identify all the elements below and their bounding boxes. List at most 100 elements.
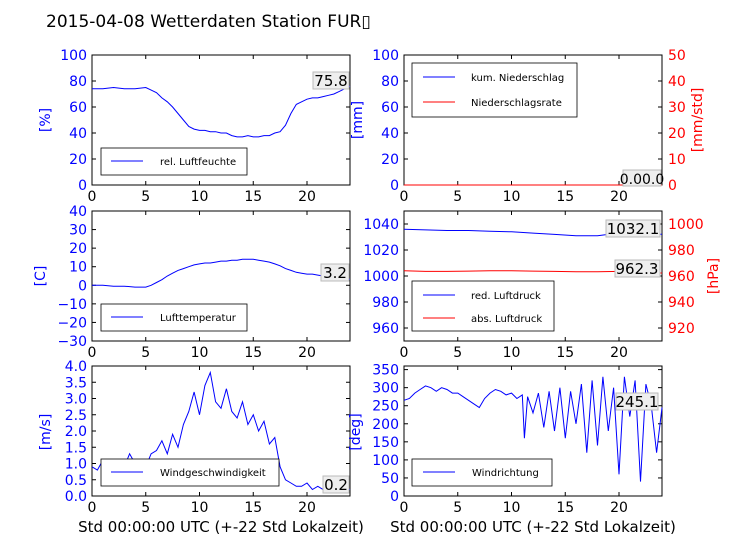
y2-tick-label: 920	[668, 321, 695, 337]
y-tick-label: −10	[57, 297, 87, 313]
x-tick-label: 20	[298, 500, 316, 516]
x-ticks: 0 5 10 15 20	[88, 211, 316, 361]
y-tick-label: 20	[69, 241, 87, 257]
y2-tick-label: 10	[668, 152, 686, 168]
x-tick-label: 5	[453, 500, 462, 516]
y-axis-label: [C]	[33, 266, 49, 287]
y-tick-label: 0.5	[65, 473, 87, 489]
x-ticks: 0 5 10 15 20	[400, 366, 628, 516]
x-tick-label: 20	[610, 500, 628, 516]
y-tick-label: 1020	[363, 243, 399, 259]
readout-value: 0.00.0	[620, 172, 665, 188]
y-tick-label: 0	[78, 278, 87, 294]
readout-value: 1032.1	[607, 220, 660, 238]
x-tick-label: 5	[141, 189, 150, 205]
x-tick-label: 20	[610, 189, 628, 205]
x-tick-label: 0	[400, 500, 409, 516]
legend-box	[411, 280, 555, 332]
y-tick-label: 60	[381, 100, 399, 116]
x-tick-label: 5	[141, 345, 150, 361]
y2-ticks: 0 10 20 30 40 50	[658, 48, 686, 194]
panel-windspeed: 0 5 10 15 20 0.00.51.01.52.02.53.03.54.0 [m/…	[38, 359, 351, 516]
x-tick-label: 15	[556, 345, 574, 361]
y-tick-label: 3.5	[65, 375, 87, 391]
x-tick-label: 0	[400, 345, 409, 361]
legend: kum. Niederschlag Niederschlagsrate	[411, 62, 578, 118]
x-tick-label: 20	[298, 189, 316, 205]
series-line	[92, 85, 351, 138]
readout-value: 75.8	[314, 72, 347, 90]
y-tick-label: 100	[60, 48, 87, 64]
x-ticks: 0 5 10 15 20	[88, 366, 316, 516]
readout-value: 3.2	[323, 264, 347, 282]
y-tick-label: 250	[372, 399, 399, 415]
readout-value: 962.3	[616, 260, 659, 278]
panel-pressure: 0 5 10 15 20 960 980 1000 1020 1040 920 940 960 980…	[363, 210, 722, 361]
y-ticks: −30 −20 −10 0 10 20 30 40	[57, 204, 350, 350]
readout-box	[605, 219, 661, 238]
panel-temperature: 0 5 10 15 20 −30 −20 −10 0 10 20 30 40 [C] 3.2 Luft…	[33, 204, 351, 361]
y-tick-label: 30	[69, 223, 87, 239]
y-tick-label: 2.5	[65, 408, 87, 424]
y-tick-label: −20	[57, 315, 87, 331]
y-tick-label: 1000	[363, 269, 399, 285]
y-tick-label: 4.0	[65, 359, 87, 375]
x-tick-label: 0	[88, 500, 97, 516]
series-lines	[403, 376, 663, 482]
y2-tick-label: 960	[668, 269, 695, 285]
y-tick-label: 100	[372, 453, 399, 469]
y-ticks: 0 20 40 60 80 100	[372, 48, 408, 194]
readout-box	[614, 259, 661, 278]
legend-label: Windrichtung	[472, 468, 539, 479]
y-tick-label: 100	[372, 48, 399, 64]
y-tick-label: 980	[372, 295, 399, 311]
x-axis-label-right: Std 00:00:00 UTC (+-22 Std Lokalzeit)	[390, 518, 676, 536]
x-tick-label: 15	[556, 500, 574, 516]
y-tick-label: 0	[78, 178, 87, 194]
y-tick-label: 60	[69, 100, 87, 116]
series-lines	[92, 258, 351, 288]
y-axis-label: [%]	[38, 108, 54, 132]
y-axis-label: [m/s]	[38, 414, 54, 451]
y-tick-label: 300	[372, 381, 399, 397]
legend: red. Luftdruck abs. Luftdruck	[411, 280, 555, 332]
y-tick-label: 1040	[363, 217, 399, 233]
y2-ticks: 920 940 960 980 1000	[658, 217, 704, 337]
legend-label: Lufttemperatur	[160, 313, 237, 324]
legend-label: rel. Luftfeuchte	[160, 157, 236, 168]
x-tick-label: 10	[191, 345, 209, 361]
panel-precipitation: 0 5 10 15 20 0 20 40 60 80 100 0 10 20 30 40 50 [mm] […	[350, 48, 706, 205]
y-tick-label: 1.5	[65, 440, 87, 456]
x-ticks: 0 5 10 15 20	[88, 55, 316, 205]
y-ticks: 0.00.51.01.52.02.53.03.54.0	[65, 359, 350, 505]
x-tick-label: 15	[244, 345, 262, 361]
legend: Windgeschwindigkeit	[100, 458, 280, 487]
y-tick-label: 80	[381, 74, 399, 90]
readout-value: 0.2	[324, 476, 348, 494]
readout-value: 245.1	[616, 393, 659, 411]
y-tick-label: 40	[69, 126, 87, 142]
y2-tick-label: 30	[668, 100, 686, 116]
x-tick-label: 0	[88, 189, 97, 205]
x-tick-label: 10	[191, 500, 209, 516]
y2-tick-label: 40	[668, 74, 686, 90]
x-tick-label: 0	[88, 345, 97, 361]
y-ticks: 960 980 1000 1020 1040	[363, 217, 408, 337]
y2-axis-label: [hPa]	[706, 258, 722, 294]
y-tick-label: 40	[381, 126, 399, 142]
y-tick-label: 0	[390, 178, 399, 194]
x-tick-label: 5	[453, 345, 462, 361]
readout-box	[622, 169, 662, 187]
legend-label: abs. Luftdruck	[471, 314, 542, 325]
y2-axis-label: [mm/std]	[690, 88, 706, 153]
legend-box	[411, 62, 578, 118]
x-tick-label: 10	[503, 189, 521, 205]
legend: Lufttemperatur	[100, 303, 248, 332]
y2-tick-label: 1000	[668, 217, 704, 233]
y-tick-label: 50	[381, 471, 399, 487]
y-tick-label: 960	[372, 321, 399, 337]
x-tick-label: 20	[298, 345, 316, 361]
y-tick-label: 150	[372, 435, 399, 451]
